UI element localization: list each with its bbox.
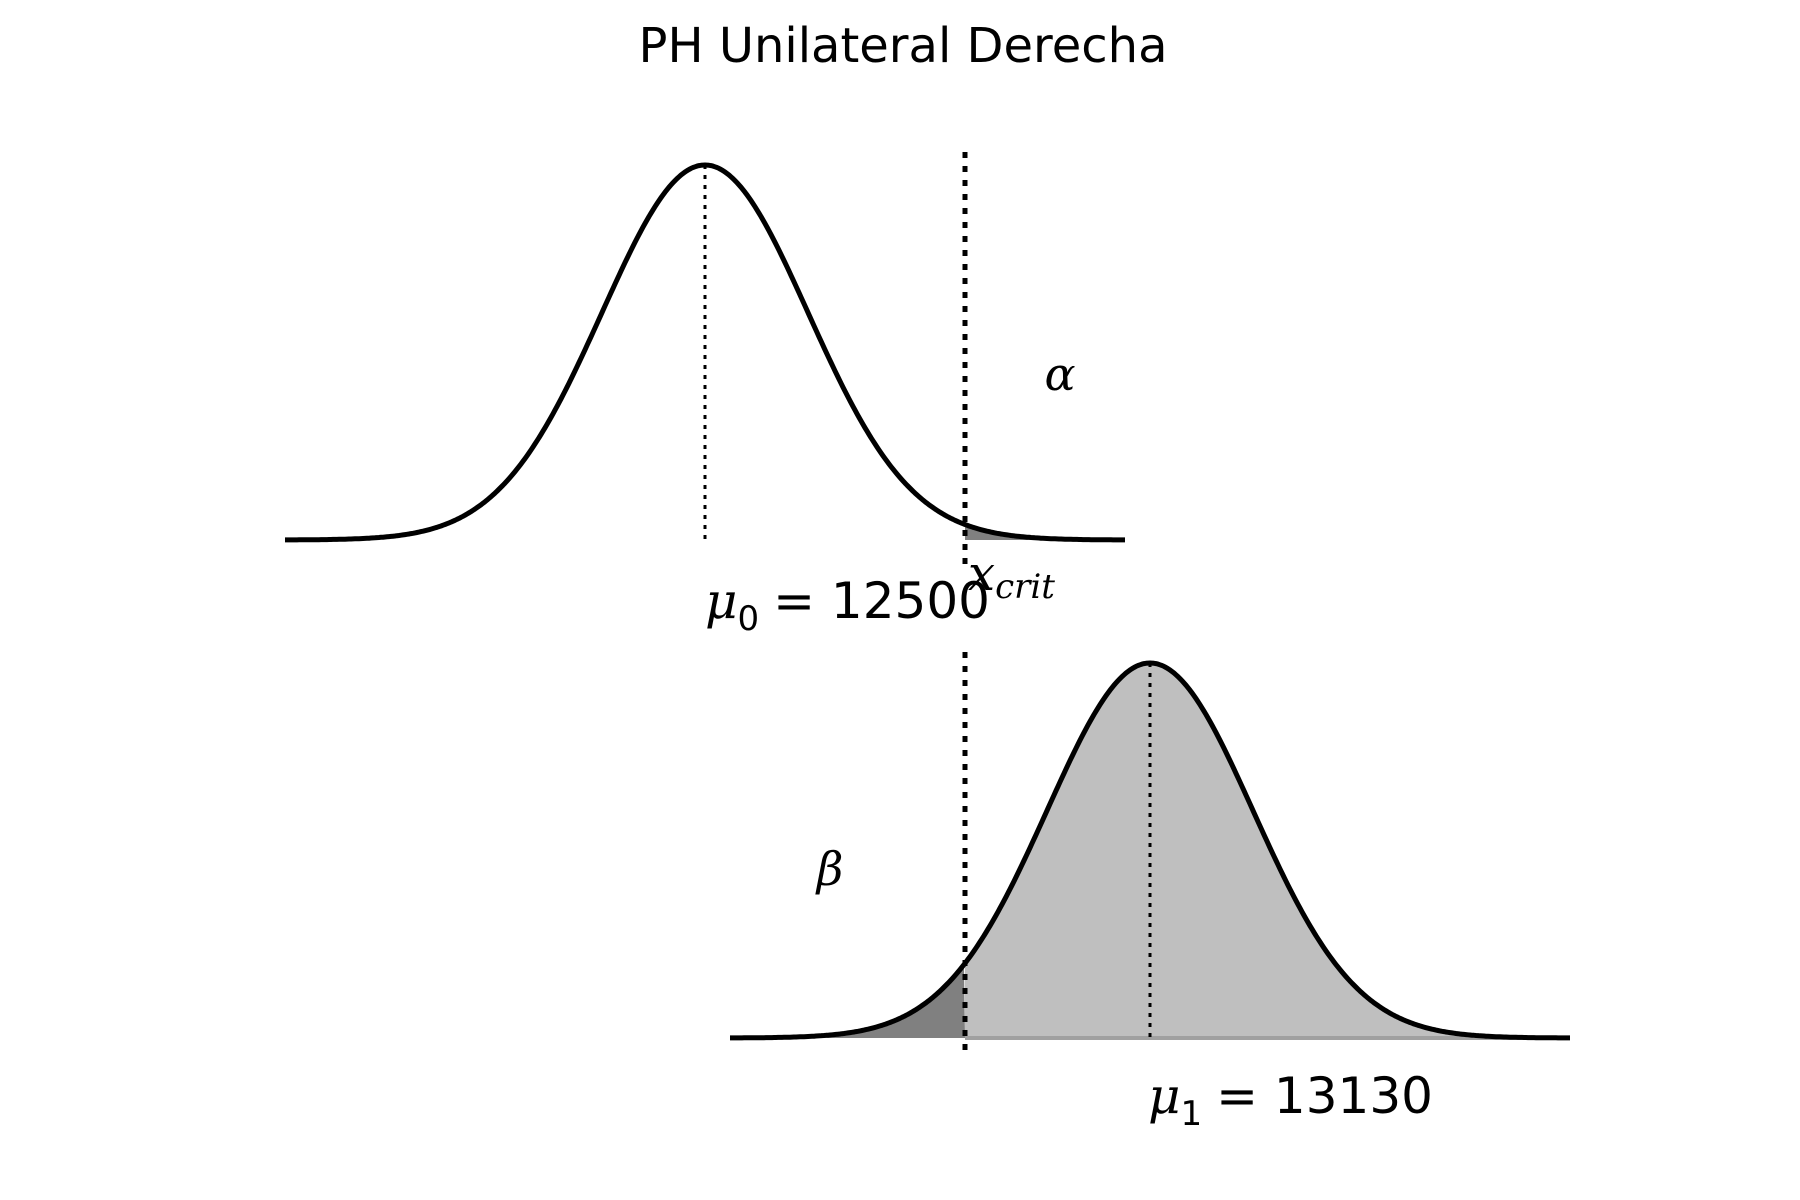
null-mean-subscript: 0	[738, 599, 760, 639]
alternative-mean-label: μ1 = 13130	[1148, 1067, 1433, 1134]
beta-region	[730, 964, 965, 1038]
alternative-mean-value: = 13130	[1216, 1067, 1433, 1125]
null-mean-label: μ0 = 12500	[705, 572, 990, 639]
critical-value-label: xcrit	[968, 546, 1055, 607]
null-distribution	[284, 162, 1126, 543]
critical-value-subscript: crit	[995, 567, 1055, 607]
alternative-distribution	[729, 660, 1571, 1041]
critical-value-symbol: x	[968, 546, 995, 602]
null-curve	[284, 162, 1126, 543]
null-mean-value: = 12500	[773, 572, 990, 630]
power-region	[965, 663, 1570, 1038]
diagram-title: PH Unilateral Derecha	[639, 18, 1168, 74]
alpha-label: α	[1044, 347, 1075, 401]
null-mean-symbol: μ	[705, 572, 738, 630]
beta-label: β	[815, 842, 844, 896]
alternative-mean-symbol: μ	[1148, 1067, 1181, 1125]
alternative-mean-subscript: 1	[1181, 1094, 1203, 1134]
